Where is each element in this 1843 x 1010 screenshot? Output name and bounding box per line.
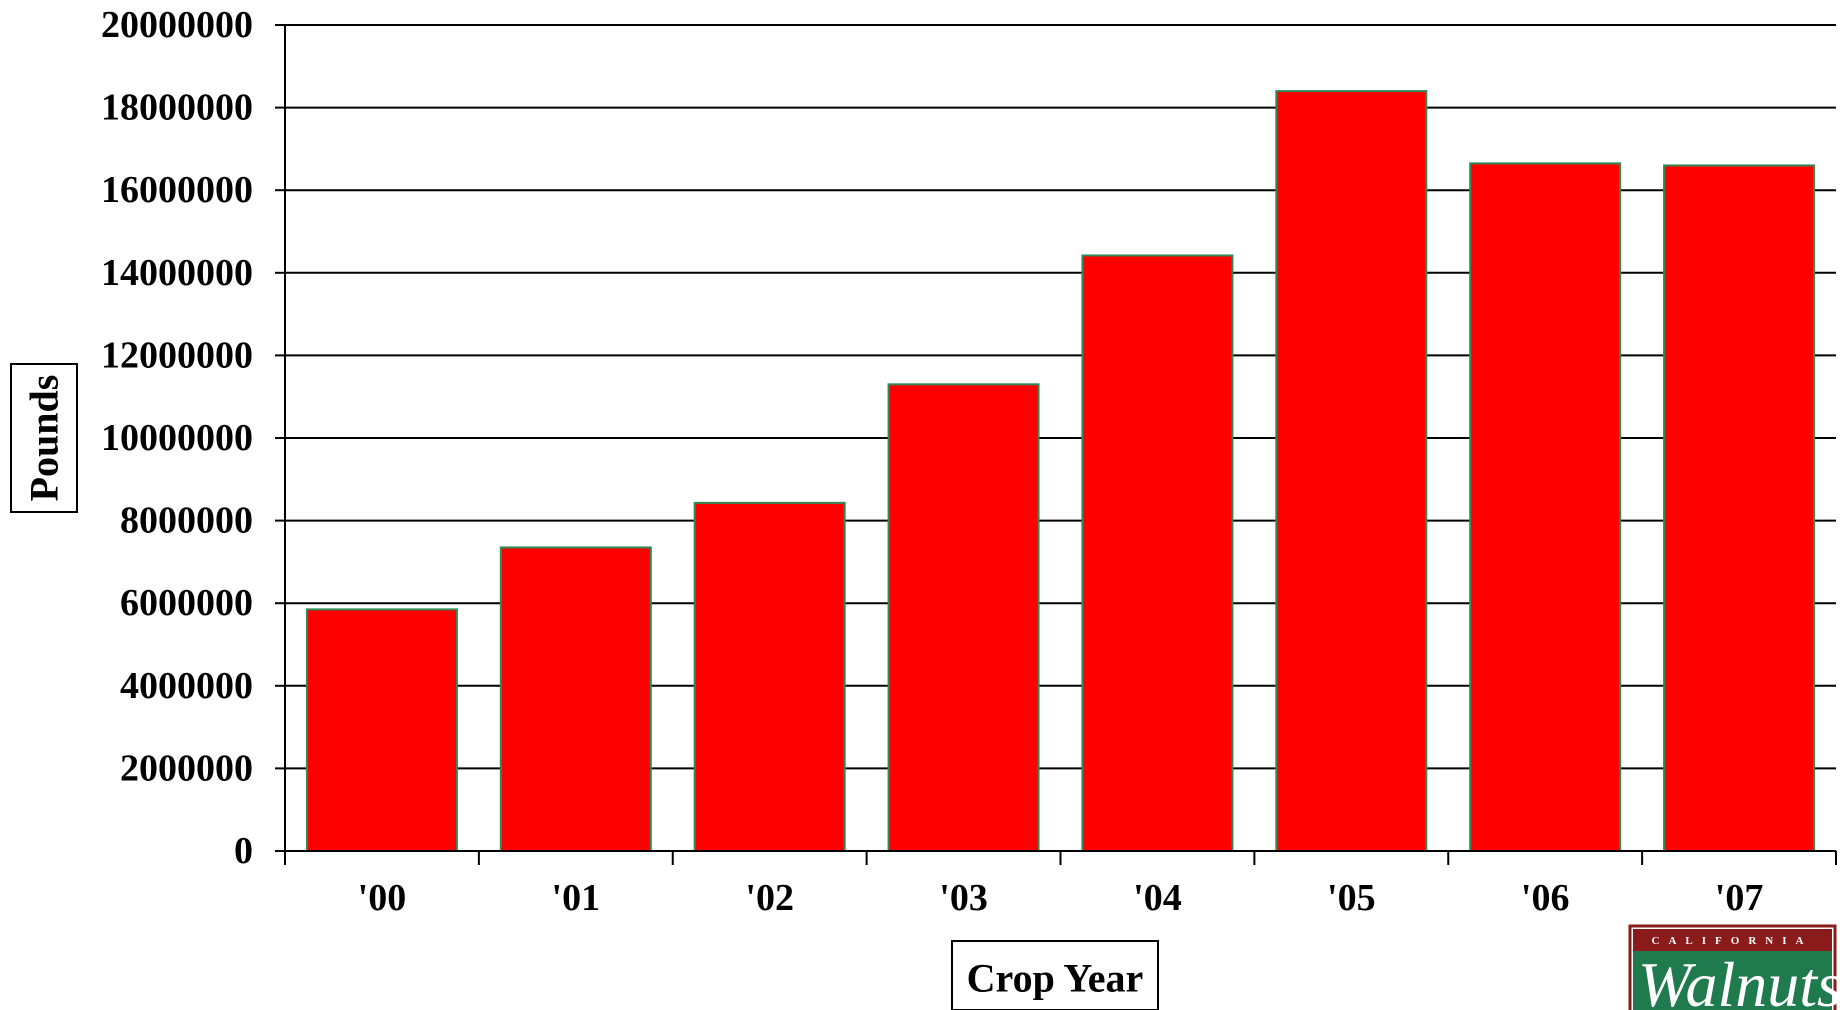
- y-tick-label: 20000000: [101, 4, 253, 46]
- y-axis-title-box: [10, 363, 78, 513]
- x-tick-label: '03: [939, 877, 988, 919]
- y-tick-label: 8000000: [120, 500, 253, 542]
- y-tick-label: 6000000: [120, 582, 253, 624]
- x-tick-label: '02: [745, 877, 794, 919]
- logo-script-text: Walnuts: [1638, 949, 1842, 1010]
- bar: [693, 501, 846, 852]
- x-tick-label: '00: [358, 877, 407, 919]
- bar: [887, 383, 1040, 852]
- x-tick-label: '01: [552, 877, 601, 919]
- x-axis-title-text: Crop Year: [967, 956, 1144, 1001]
- y-tick-label: 12000000: [101, 334, 253, 376]
- bar: [1469, 162, 1622, 853]
- y-axis-title: Pounds: [10, 363, 78, 513]
- y-tick-label: 16000000: [101, 169, 253, 211]
- bar: [499, 546, 652, 852]
- y-tick-label: 0: [234, 830, 253, 872]
- bars: [305, 90, 1816, 853]
- axes: [275, 24, 1837, 865]
- x-axis-title: Crop Year: [951, 940, 1159, 1010]
- x-tick-label: '06: [1521, 877, 1570, 919]
- y-tick-label: 18000000: [101, 87, 253, 129]
- y-tick-labels: 0 2000000 4000000 6000000 8000000 10000000 120…: [101, 4, 253, 872]
- y-tick-label: 2000000: [120, 747, 253, 789]
- bar: [1081, 254, 1234, 853]
- y-tick-label: 14000000: [101, 252, 253, 294]
- bar: [1663, 164, 1816, 853]
- logo-header-band: [1633, 929, 1832, 951]
- logo-top-text: CALIFORNIA: [1652, 935, 1813, 947]
- x-tick-label: '05: [1327, 877, 1376, 919]
- y-axis-title-text: Pounds: [22, 375, 67, 502]
- y-tick-label: 4000000: [120, 665, 253, 707]
- bar: [305, 608, 458, 853]
- california-walnuts-logo: CALIFORNIA Walnuts: [1628, 924, 1842, 1010]
- y-tick-label: 10000000: [101, 417, 253, 459]
- x-tick-labels: '00 '01 '02 '03 '04 '05 '06 '07: [358, 877, 1764, 919]
- x-tick-label: '04: [1133, 877, 1182, 919]
- logo-green-field: [1633, 951, 1832, 1010]
- bar: [1275, 90, 1428, 852]
- x-axis-title-box: [951, 940, 1159, 1010]
- x-tick-label: '07: [1715, 877, 1764, 919]
